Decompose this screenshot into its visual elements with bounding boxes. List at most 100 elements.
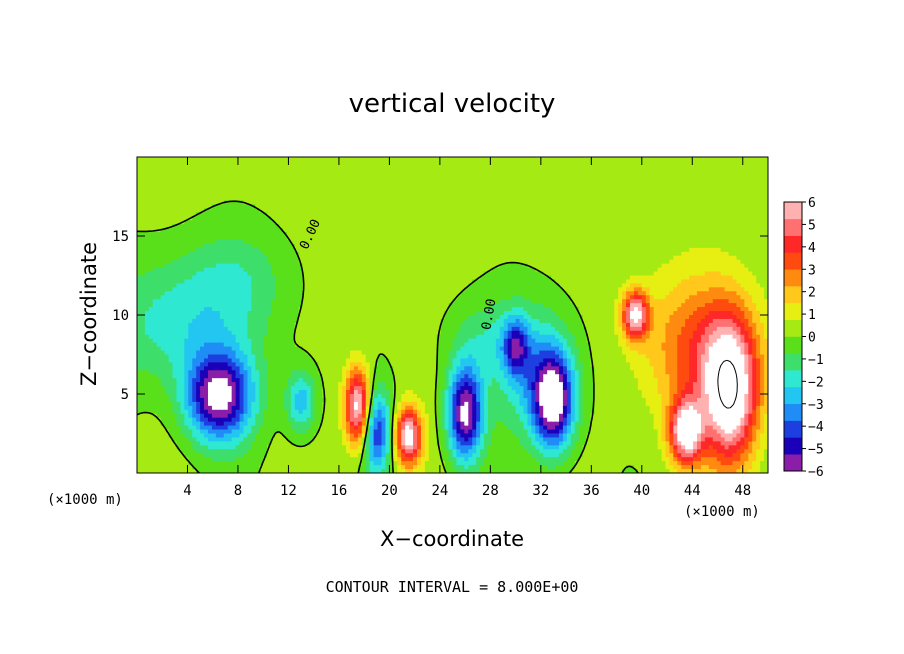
field-cell xyxy=(326,243,331,249)
field-cell xyxy=(472,239,477,245)
field-cell xyxy=(503,164,509,170)
field-cell xyxy=(515,216,521,221)
field-cell xyxy=(223,196,229,202)
field-cell xyxy=(756,232,761,237)
field-cell xyxy=(397,168,402,174)
field-cell xyxy=(180,216,185,221)
field-cell xyxy=(271,228,276,233)
field-cell xyxy=(460,212,465,217)
field-cell xyxy=(215,263,221,269)
field-cell xyxy=(515,271,521,277)
field-cell xyxy=(555,196,560,202)
field-cell xyxy=(302,251,308,257)
field-cell xyxy=(582,200,588,205)
field-cell xyxy=(657,172,663,178)
field-cell xyxy=(322,157,327,162)
field-cell xyxy=(330,251,335,257)
field-cell xyxy=(349,255,355,261)
field-cell xyxy=(562,247,568,253)
field-cell xyxy=(744,243,749,249)
field-cell xyxy=(728,247,734,253)
field-cell xyxy=(180,279,185,284)
field-cell xyxy=(160,239,166,245)
field-cell xyxy=(645,188,651,194)
field-cell xyxy=(140,176,146,182)
field-cell xyxy=(744,160,749,166)
field-cell xyxy=(164,236,170,241)
field-cell xyxy=(168,275,174,281)
field-cell xyxy=(582,160,588,166)
field-cell xyxy=(278,275,284,281)
field-cell xyxy=(314,275,320,281)
field-cell xyxy=(653,224,659,229)
field-cell xyxy=(558,228,564,233)
field-cell xyxy=(740,192,745,198)
field-cell xyxy=(665,168,670,174)
field-cell xyxy=(239,279,245,284)
field-cell xyxy=(602,216,607,221)
field-cell xyxy=(196,180,201,186)
field-cell xyxy=(610,216,615,221)
field-cell xyxy=(251,172,256,178)
field-cell xyxy=(665,212,670,217)
field-cell xyxy=(271,204,276,209)
field-cell xyxy=(267,263,272,269)
field-cell xyxy=(740,255,745,261)
field-cell xyxy=(207,236,213,241)
field-cell xyxy=(346,247,351,253)
field-cell xyxy=(424,243,430,249)
field-cell xyxy=(570,184,576,190)
field-cell xyxy=(736,239,741,245)
field-cell xyxy=(653,228,659,233)
field-cell xyxy=(389,196,394,202)
field-cell xyxy=(318,228,323,233)
field-cell xyxy=(219,279,225,284)
field-cell xyxy=(523,243,529,249)
field-cell xyxy=(523,259,529,265)
field-cell xyxy=(160,200,166,205)
field-cell xyxy=(188,220,193,225)
field-cell xyxy=(184,160,189,166)
field-cell xyxy=(716,196,722,202)
field-cell xyxy=(456,255,461,261)
field-cell xyxy=(231,208,237,213)
field-cell xyxy=(606,263,611,269)
field-cell xyxy=(338,208,343,213)
field-cell xyxy=(657,192,663,198)
field-cell xyxy=(413,172,418,178)
field-cell xyxy=(468,204,473,209)
field-cell xyxy=(306,251,312,257)
field-cell xyxy=(140,263,146,269)
field-cell xyxy=(724,188,730,194)
field-cell xyxy=(756,204,761,209)
field-cell xyxy=(681,224,686,229)
field-cell xyxy=(263,259,268,265)
field-cell xyxy=(207,208,213,213)
field-cell xyxy=(712,184,718,190)
field-cell xyxy=(448,180,454,186)
field-cell xyxy=(602,176,607,182)
field-cell xyxy=(637,259,643,265)
field-cell xyxy=(401,247,406,253)
field-cell xyxy=(697,172,702,178)
field-cell xyxy=(712,247,718,253)
field-cell xyxy=(137,184,142,190)
field-cell xyxy=(618,160,623,166)
field-cell xyxy=(353,228,359,233)
field-cell xyxy=(207,157,213,162)
field-cell xyxy=(349,251,355,257)
field-cell xyxy=(740,251,745,257)
field-cell xyxy=(503,255,509,261)
field-cell xyxy=(263,236,268,241)
field-cell xyxy=(685,180,690,186)
field-cell xyxy=(740,184,745,190)
field-cell xyxy=(566,275,572,281)
field-cell xyxy=(582,172,588,178)
field-cell xyxy=(633,192,639,198)
field-cell xyxy=(137,188,142,194)
field-cell xyxy=(369,271,375,277)
field-cell xyxy=(231,172,237,178)
field-cell xyxy=(397,212,402,217)
field-cell xyxy=(282,188,288,194)
field-cell xyxy=(752,160,757,166)
